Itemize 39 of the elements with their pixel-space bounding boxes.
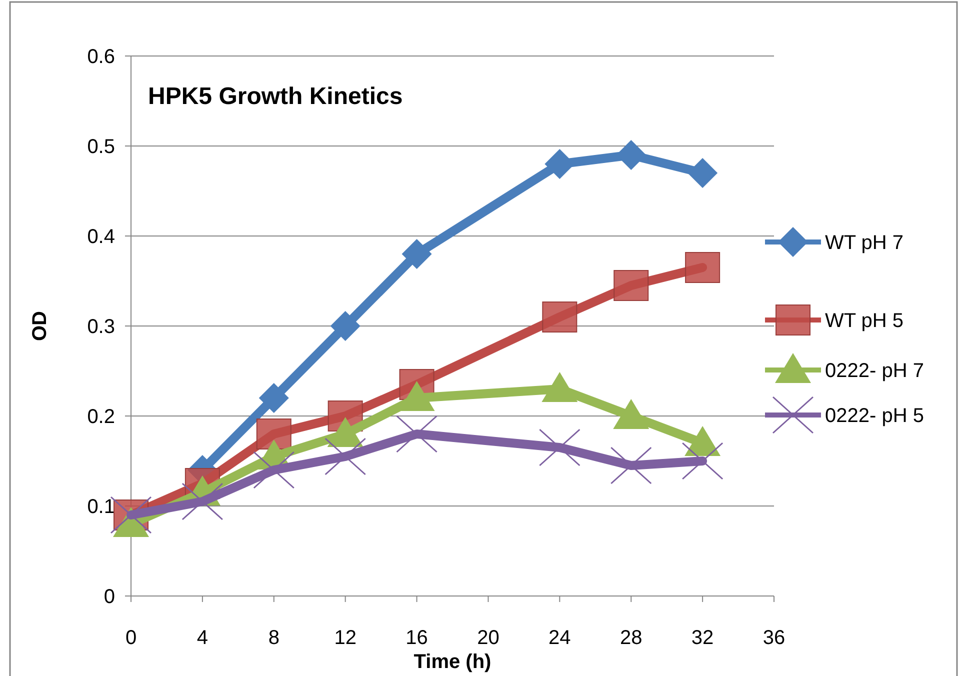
point <box>610 446 652 484</box>
x-tick-label: 8 <box>268 627 280 649</box>
point <box>258 383 289 413</box>
y-tick-label: 0.1 <box>87 496 115 518</box>
point <box>614 270 649 301</box>
legend-label: 0222- pH 7 <box>825 360 924 382</box>
y-tick-label: 0.3 <box>87 316 115 338</box>
y-tick-label: 0.4 <box>87 226 115 248</box>
x-tick-label: 36 <box>762 627 786 649</box>
point <box>402 239 432 269</box>
text: HPK5 Growth Kinetics <box>148 83 403 110</box>
y-tick-label: 0.5 <box>87 136 115 158</box>
legend-label: WT pH 7 <box>825 232 904 254</box>
y-tick-label: 0.6 <box>87 46 115 68</box>
x-tick-label: 24 <box>548 627 571 649</box>
point <box>396 415 438 453</box>
x-tick-label: 32 <box>691 627 714 649</box>
legend-label: 0222- pH 5 <box>825 405 924 427</box>
x-tick-label: 20 <box>477 627 500 649</box>
point <box>256 418 292 450</box>
x-axis-title: Time (h) <box>414 651 492 673</box>
point <box>253 451 295 489</box>
y-tick-label: 0.2 <box>87 406 115 428</box>
point <box>685 252 720 283</box>
x-tick-label: 16 <box>406 627 428 649</box>
y-axis-title: OD <box>29 311 51 341</box>
x-tick-label: 0 <box>125 627 137 649</box>
point <box>682 442 724 480</box>
legend-label: WT pH 5 <box>825 310 904 332</box>
point <box>542 302 578 332</box>
x-tick-label: 4 <box>196 627 208 649</box>
point <box>688 158 718 188</box>
point <box>330 311 360 341</box>
point <box>538 428 580 466</box>
y-tick-label: 0 <box>104 586 115 608</box>
x-tick-label: 28 <box>620 627 642 649</box>
point <box>324 438 366 476</box>
x-tick-label: 12 <box>334 627 356 649</box>
point <box>182 482 224 520</box>
